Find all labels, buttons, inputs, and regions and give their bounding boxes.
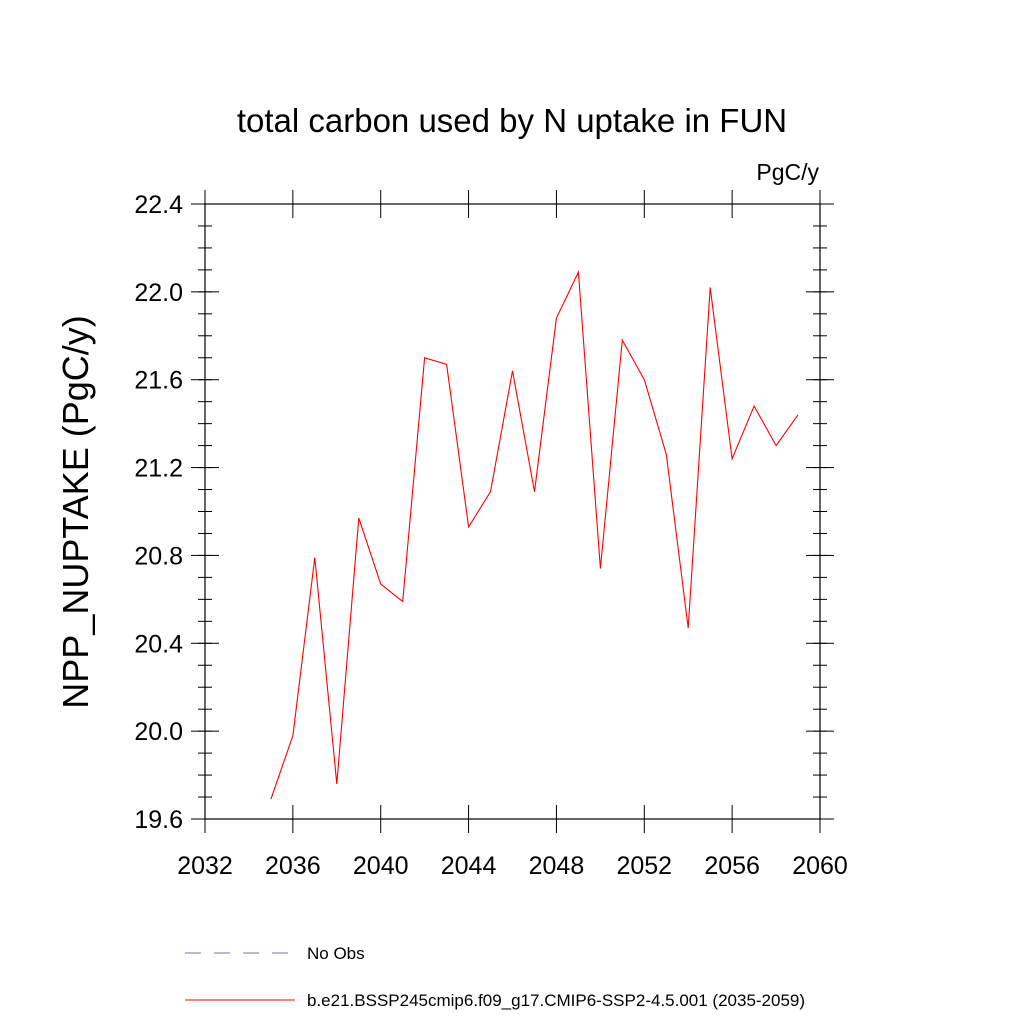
x-tick-label: 2060 [792, 852, 848, 880]
y-tick-label: 22.4 [134, 191, 183, 219]
y-tick-label: 20.8 [134, 542, 183, 570]
x-tick-label: 2032 [177, 852, 233, 880]
y-tick-label: 21.2 [134, 455, 183, 483]
y-tick-label: 20.0 [134, 718, 183, 746]
legend-label-no-obs: No Obs [307, 944, 365, 963]
axis-ticks [191, 190, 834, 833]
y-tick-label: 21.6 [134, 367, 183, 395]
y-tick-label: 19.6 [134, 806, 183, 834]
x-tick-label: 2056 [704, 852, 760, 880]
x-tick-label: 2040 [353, 852, 409, 880]
x-tick-label: 2036 [265, 852, 321, 880]
y-axis-label: NPP_NUPTAKE (PgC/y) [55, 315, 96, 708]
y-tick-labels: 19.6 20.0 20.4 20.8 21.2 21.6 22.0 22.4 [134, 191, 183, 834]
legend-label-model: b.e21.BSSP245cmip6.f09_g17.CMIP6-SSP2-4.… [307, 991, 805, 1010]
legend: No Obs b.e21.BSSP245cmip6.f09_g17.CMIP6-… [185, 944, 805, 1010]
x-tick-labels: 2032 2036 2040 2044 2048 2052 2056 2060 [177, 852, 848, 880]
x-tick-label: 2044 [441, 852, 497, 880]
series-layer [270, 269, 799, 800]
plot-frame [204, 203, 821, 820]
units-label: PgC/y [756, 159, 819, 185]
y-tick-label: 22.0 [134, 279, 183, 307]
chart-title: total carbon used by N uptake in FUN [237, 102, 787, 139]
x-tick-label: 2048 [529, 852, 585, 880]
y-tick-label: 20.4 [134, 630, 183, 658]
series-line-0 [270, 269, 799, 800]
x-tick-label: 2052 [616, 852, 672, 880]
